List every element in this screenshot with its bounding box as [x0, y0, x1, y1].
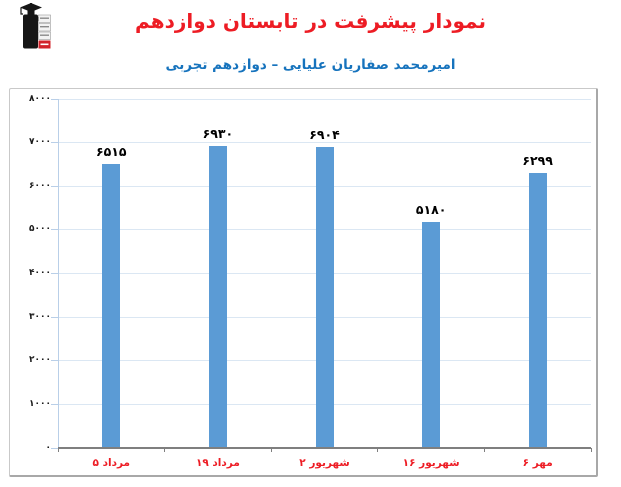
bar-value-label: ۵۱۸۰	[415, 202, 447, 218]
bar	[102, 163, 121, 448]
x-axis-tick	[164, 448, 166, 452]
y-axis-label: ۸۰۰۰	[29, 93, 51, 104]
x-axis-line	[58, 447, 591, 449]
y-axis-label: ۷۰۰۰	[29, 137, 51, 148]
bar-value-label: ۶۹۰۴	[309, 126, 340, 142]
y-axis-tick	[51, 447, 58, 449]
y-axis-tick	[51, 185, 58, 187]
bar	[422, 222, 441, 448]
y-axis-label: ۶۰۰۰	[29, 180, 51, 191]
y-axis-label: ۲۰۰۰	[29, 355, 51, 366]
bar-value-label: ۶۹۳۰	[202, 125, 234, 141]
y-axis-tick	[51, 273, 58, 274]
y-axis-tick	[51, 403, 58, 405]
y-axis-tick	[51, 360, 58, 362]
x-axis-label: ۱۹ مرداد	[195, 457, 240, 469]
x-axis-tick	[270, 448, 272, 452]
y-axis-line	[58, 99, 59, 448]
y-axis-label: ۳۰۰۰	[29, 311, 51, 322]
x-axis-tick	[590, 448, 592, 452]
bar-value-label: ۶۲۹۹	[522, 153, 553, 169]
bar	[315, 146, 334, 448]
bar-value-label: ۶۵۱۵	[96, 143, 127, 159]
x-axis-tick	[483, 448, 485, 452]
y-axis-label: ۴۰۰۰	[29, 268, 51, 278]
y-axis-label: ۱۰۰۰	[29, 398, 51, 409]
plot-area: ۶۵۱۵ ۶۹۳۰ ۶۹۰۴ ۵۱۸۰ ۶۲۹۹	[51, 98, 592, 452]
bar	[208, 145, 227, 448]
y-axis-tick	[51, 316, 58, 318]
y-axis-label: ۰	[45, 442, 52, 453]
x-axis-label: ۲ شهریور	[299, 457, 350, 469]
gridline	[58, 98, 591, 100]
chart-panel: ۶۵۱۵ ۶۹۳۰ ۶۹۰۴ ۵۱۸۰ ۶۲۹۹ ۰ ۱۰۰۰ ۲۰۰۰ ۳۰۰۰ ۴۰۰۰ ۵۰…	[9, 88, 598, 477]
graduate-logo-icon	[20, 2, 51, 49]
logo	[17, 2, 51, 51]
y-axis-tick	[51, 229, 58, 231]
gridline	[58, 142, 591, 144]
chart-title: نمودار پیشرفت در تابستان دوازدهم	[135, 9, 486, 33]
y-axis-label: ۵۰۰۰	[29, 224, 51, 235]
x-axis-tick	[57, 448, 59, 452]
x-axis-label: ۱۶ شهریور	[402, 457, 460, 469]
x-axis-label: ۶ مهر	[522, 457, 553, 469]
bar	[528, 173, 547, 448]
y-axis-tick	[51, 98, 58, 100]
x-axis-label: ۵ مرداد	[92, 457, 131, 469]
x-axis-tick	[377, 448, 379, 452]
y-axis-tick	[51, 142, 58, 144]
chart-subtitle: امیرمحمد صفاریان علیایی – دوازدهم تجربی	[165, 57, 456, 73]
